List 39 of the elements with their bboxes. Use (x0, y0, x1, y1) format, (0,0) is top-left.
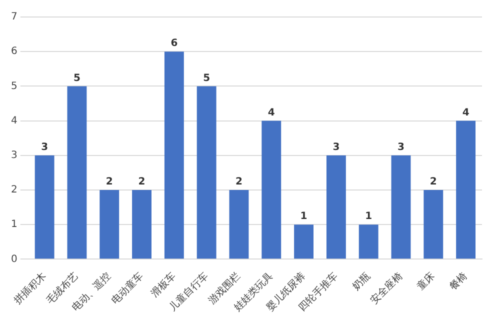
bar (196, 86, 216, 259)
bar (67, 86, 87, 259)
bar (358, 224, 378, 259)
y-tick-label: 3 (10, 150, 18, 161)
data-label: 4 (462, 107, 470, 118)
x-tick-label: 奶瓶 (350, 270, 373, 292)
data-label: 5 (203, 72, 210, 84)
data-label: 3 (332, 142, 340, 153)
y-tick-label: 4 (10, 115, 18, 126)
data-label: 2 (138, 176, 146, 188)
bar (456, 120, 476, 259)
y-tick-label: 1 (10, 219, 18, 230)
bar (34, 155, 54, 259)
y-tick-label: 6 (10, 46, 18, 58)
data-label: 1 (365, 211, 372, 222)
data-label: 3 (398, 142, 405, 153)
bar (229, 190, 249, 259)
y-tick-label: 0 (10, 254, 18, 265)
bar (262, 120, 282, 259)
bar (164, 52, 184, 259)
data-label: 2 (106, 176, 113, 188)
data-label: 3 (41, 142, 48, 153)
bar (294, 224, 314, 259)
data-label: 5 (73, 72, 80, 84)
data-label: 6 (170, 38, 178, 50)
bar (132, 190, 152, 259)
y-tick-label: 2 (10, 184, 18, 196)
bar (100, 190, 120, 259)
bar (391, 155, 411, 259)
y-tick-label: 5 (10, 80, 18, 92)
x-tick-label: 童床 (414, 270, 438, 292)
data-label: 4 (268, 107, 275, 118)
data-label: 2 (235, 176, 242, 188)
data-label: 1 (300, 211, 308, 222)
data-label: 2 (430, 176, 437, 188)
y-tick-label: 7 (10, 12, 18, 23)
bar (424, 190, 444, 259)
x-tick-label: 餐椅 (447, 270, 470, 292)
bar (326, 155, 346, 259)
